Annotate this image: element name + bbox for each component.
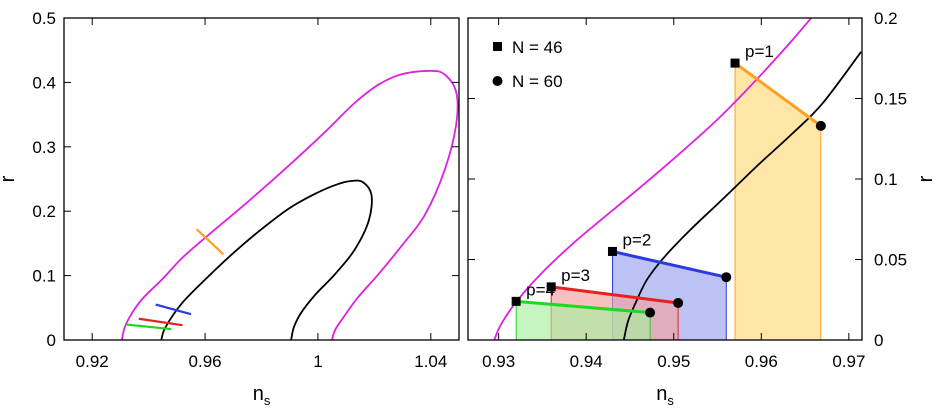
model-line-p4	[516, 299, 651, 315]
n46-square-marker	[546, 282, 556, 292]
right-plot-area: p=1 p=2 p=3 p=4	[493, 18, 862, 340]
outer-contour-line	[120, 69, 459, 340]
x-tick-label: 0.94	[570, 352, 603, 371]
inner-contour-line	[622, 51, 862, 340]
x-axis-label-subscript: s	[667, 393, 674, 408]
region-p1	[734, 62, 822, 340]
y-tick-label: 0.1	[32, 267, 56, 286]
y-tick-label: 0	[874, 331, 883, 350]
x-tick-label: 0.97	[832, 352, 865, 371]
x-tick-label: 0.96	[189, 352, 222, 371]
x-tick-label: 0.96	[745, 352, 778, 371]
y-axis-label: r	[0, 175, 19, 182]
y-tick-label: 0.15	[874, 90, 907, 109]
y-tick-label: 0.1	[874, 170, 898, 189]
model-label-p2: p=2	[622, 230, 651, 249]
n46-square-marker	[511, 296, 521, 306]
y-tick-label: 0.05	[874, 251, 907, 270]
y-tick-label: 0.5	[32, 9, 56, 28]
inner-contour-line	[160, 179, 373, 340]
model-segment-p3	[138, 317, 183, 327]
x-axis-label-main: n	[253, 383, 264, 405]
x-axis-label-subscript: s	[264, 393, 271, 408]
x-tick-label: 0.93	[482, 352, 515, 371]
x-tick-label: 0.95	[657, 352, 690, 371]
n60-circle-marker	[721, 272, 732, 283]
left-plot-area	[120, 69, 459, 340]
model-segment-p1	[195, 228, 225, 256]
legend-circle-marker	[492, 76, 503, 86]
model-segment-p2	[155, 303, 192, 316]
legend-square-marker	[493, 42, 502, 51]
x-axis-label: ns	[253, 383, 271, 408]
model-segment-p4	[125, 323, 172, 331]
left-panel: 0.92 0.96 1 1.04 0 0.1 0.2 0.3 0.4 0.5 ns r	[0, 9, 460, 408]
model-label-p1: p=1	[745, 42, 774, 61]
right-panel: p=1 p=2 p=3 p=4 N = 46 N = 60 0.93 0.94 0.95 0.96…	[467, 9, 937, 408]
x-axis-label: ns	[656, 383, 674, 408]
n60-circle-marker	[815, 120, 826, 131]
legend: N = 46 N = 60	[492, 38, 563, 91]
x-tick-label: 1	[313, 352, 322, 371]
y-tick-label: 0	[47, 331, 56, 350]
n60-circle-marker	[645, 307, 656, 318]
model-line-p2	[612, 249, 727, 279]
n46-square-marker	[607, 246, 617, 256]
model-line-p3	[550, 285, 679, 305]
x-tick-label: 1.04	[414, 352, 447, 371]
y-tick-label: 0.2	[32, 202, 56, 221]
y-tick-label: 0.4	[32, 73, 56, 92]
model-line-p1	[734, 61, 822, 128]
left-plot-frame	[63, 17, 460, 341]
legend-label-n46: N = 46	[512, 38, 563, 57]
model-label-p3: p=3	[561, 266, 590, 285]
y-tick-label: 0.3	[32, 138, 56, 157]
y-axis-label: r	[915, 175, 937, 182]
x-tick-label: 0.92	[76, 352, 109, 371]
n46-square-marker	[730, 58, 740, 68]
x-axis-label-main: n	[656, 383, 667, 405]
model-label-p4: p=4	[526, 280, 555, 299]
n60-circle-marker	[673, 297, 684, 308]
legend-label-n60: N = 60	[512, 72, 563, 91]
y-tick-label: 0.2	[874, 9, 898, 28]
